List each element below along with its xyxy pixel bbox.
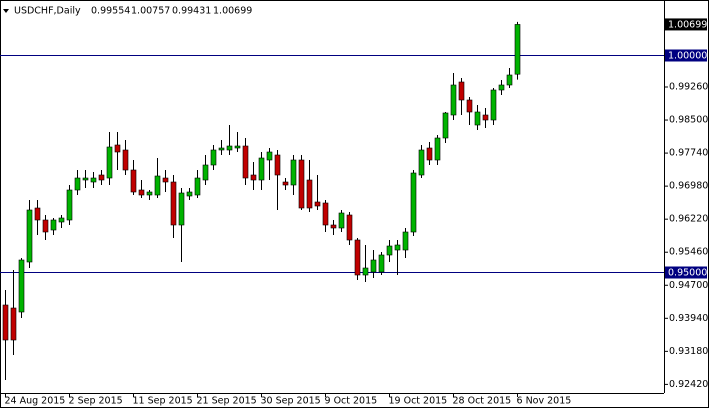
candle-body — [274, 154, 281, 176]
candle-body — [234, 145, 241, 149]
candle-body — [154, 175, 161, 196]
candle-body — [146, 191, 153, 196]
candle-body — [2, 304, 9, 341]
candle-body — [298, 159, 305, 209]
candle-body — [42, 219, 49, 233]
header-low: 0.99431 — [172, 6, 211, 17]
candle-body — [338, 212, 345, 229]
candle-body — [98, 174, 105, 181]
candle-body — [458, 81, 465, 101]
y-tick-label: 0.98500 — [669, 115, 708, 126]
candle-body — [50, 219, 57, 231]
y-tick-label: 0.96220 — [669, 214, 708, 225]
candle-body — [250, 174, 257, 181]
candle-body — [186, 191, 193, 197]
x-tick-label: 19 Oct 2015 — [389, 396, 448, 407]
y-tick-label: 0.95460 — [669, 247, 708, 258]
y-tick-label: 0.93940 — [669, 313, 708, 324]
candle-body — [290, 159, 297, 186]
candle-body — [442, 112, 449, 139]
x-tick-label: 21 Sep 2015 — [197, 396, 257, 407]
candle-body — [266, 151, 273, 161]
candle-body — [474, 111, 481, 126]
candle-body — [178, 192, 185, 226]
candle-body — [362, 267, 369, 276]
candle-body — [114, 144, 121, 153]
y-tick-label: 0.92420 — [669, 379, 708, 390]
header-open: 0.99554 — [91, 6, 130, 17]
candle-body — [514, 24, 521, 75]
candle-body — [306, 179, 313, 209]
candle-body — [466, 99, 473, 113]
candle-body — [354, 239, 361, 276]
candle-body — [394, 244, 401, 251]
x-tick-label: 24 Aug 2015 — [5, 396, 66, 407]
candle-body — [218, 147, 225, 151]
level-label: 0.95000 — [668, 268, 707, 279]
candle-body — [82, 177, 89, 181]
level-box — [665, 266, 707, 279]
candle-body — [202, 164, 209, 181]
y-tick-label: 0.99260 — [669, 82, 708, 93]
x-tick-label: 6 Nov 2015 — [517, 396, 572, 407]
candle-body — [10, 307, 17, 341]
menu-arrow[interactable] — [3, 9, 9, 13]
header-close: 1.00699 — [213, 6, 252, 17]
candle-body — [450, 84, 457, 116]
candle-body — [18, 259, 25, 313]
y-tick-label: 0.97740 — [669, 148, 708, 159]
candle-body — [410, 172, 417, 233]
candle-body — [378, 254, 385, 273]
candle-body — [330, 224, 337, 229]
candle-body — [210, 149, 217, 166]
candle-body — [226, 145, 233, 151]
candle-body — [402, 231, 409, 251]
x-tick-label: 30 Sep 2015 — [261, 396, 321, 407]
candle-body — [322, 202, 329, 226]
candle-body — [26, 209, 33, 263]
level-label: 1.00000 — [668, 51, 707, 62]
candle-body — [314, 201, 321, 207]
x-tick-label: 11 Sep 2015 — [133, 396, 193, 407]
candle-body — [242, 145, 249, 179]
candle-body — [386, 245, 393, 256]
candle-body — [66, 189, 73, 221]
candle-body — [346, 214, 353, 241]
candle-body — [194, 177, 201, 196]
price-box — [665, 18, 707, 31]
candle-body — [106, 146, 113, 179]
candle-body — [170, 181, 177, 226]
y-tick-label: 0.93180 — [669, 346, 708, 357]
candle-body — [90, 177, 97, 183]
candle-body — [418, 149, 425, 176]
candle-body — [506, 74, 513, 86]
price-label: 1.00699 — [668, 19, 707, 30]
candle-body — [162, 177, 169, 183]
y-tick-label: 0.96980 — [669, 181, 708, 192]
x-tick-label: 28 Oct 2015 — [453, 396, 512, 407]
level-box — [665, 49, 707, 62]
x-tick-label: 2 Sep 2015 — [69, 396, 123, 407]
candle-body — [434, 137, 441, 161]
y-tick-label: 0.94700 — [669, 280, 708, 291]
candle-body — [74, 177, 81, 191]
candle-body — [258, 157, 265, 181]
candle-body — [122, 149, 129, 171]
candle-body — [426, 147, 433, 161]
chart-title: USDCHF,Daily — [14, 6, 81, 17]
candle-body — [130, 169, 137, 193]
candle-body — [138, 189, 145, 196]
x-tick-label: 9 Oct 2015 — [325, 396, 378, 407]
candle-body — [282, 181, 289, 186]
candle-body — [482, 114, 489, 121]
candle-body — [490, 89, 497, 121]
candle-body — [58, 217, 65, 223]
header-high: 1.00757 — [131, 6, 170, 17]
candle-body — [370, 259, 377, 273]
candle-body — [498, 84, 505, 91]
candle-body — [34, 207, 41, 221]
